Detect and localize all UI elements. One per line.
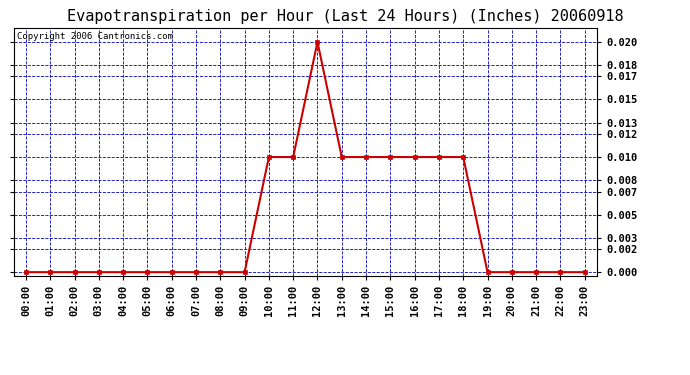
Text: Evapotranspiration per Hour (Last 24 Hours) (Inches) 20060918: Evapotranspiration per Hour (Last 24 Hou… — [67, 9, 623, 24]
Text: Copyright 2006 Cantronics.com: Copyright 2006 Cantronics.com — [17, 32, 172, 41]
